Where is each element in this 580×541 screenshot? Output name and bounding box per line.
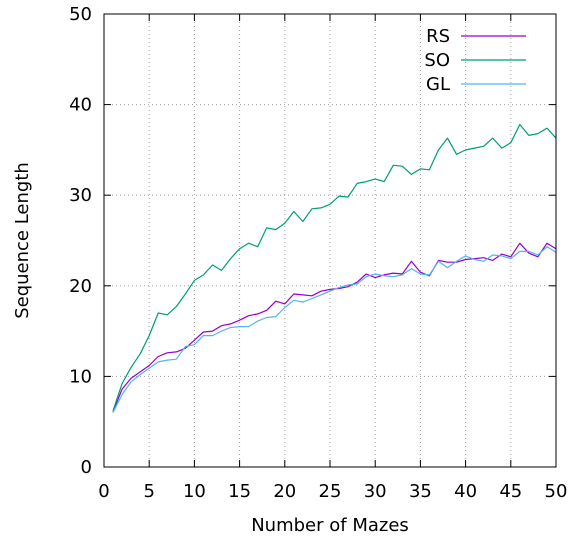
y-tick-label: 30	[69, 185, 92, 206]
x-axis-title: Number of Mazes	[251, 515, 409, 536]
x-tick-label: 15	[228, 481, 251, 502]
x-tick-label: 10	[183, 481, 206, 502]
series-line-gl	[112, 246, 557, 413]
series-line-so	[112, 123, 557, 411]
x-tick-label: 0	[98, 481, 109, 502]
x-tick-label: 45	[499, 481, 522, 502]
y-tick-label: 0	[81, 457, 92, 478]
y-tick-label: 20	[69, 276, 92, 297]
legend: RS SO GL	[424, 26, 526, 95]
legend-label-gl: GL	[426, 74, 450, 95]
y-tick-label: 10	[69, 366, 92, 387]
legend-label-so: SO	[424, 50, 450, 71]
y-tick-label: 50	[69, 4, 92, 25]
x-tick-label: 40	[454, 481, 477, 502]
x-tick-label: 5	[143, 481, 154, 502]
x-tick-label: 35	[409, 481, 432, 502]
x-tick-label: 25	[319, 481, 342, 502]
series-lines	[112, 123, 557, 413]
legend-label-rs: RS	[426, 26, 450, 47]
x-tick-label: 30	[364, 481, 387, 502]
x-tick-label: 20	[273, 481, 296, 502]
grid	[104, 14, 556, 467]
axis-ticks: 0 5 10 15 20 25 30 35 40 45 50 0 10 20 30 40 50	[69, 4, 567, 502]
x-tick-label: 50	[545, 481, 568, 502]
y-axis-title: Sequence Length	[12, 162, 33, 319]
y-tick-label: 40	[69, 95, 92, 116]
